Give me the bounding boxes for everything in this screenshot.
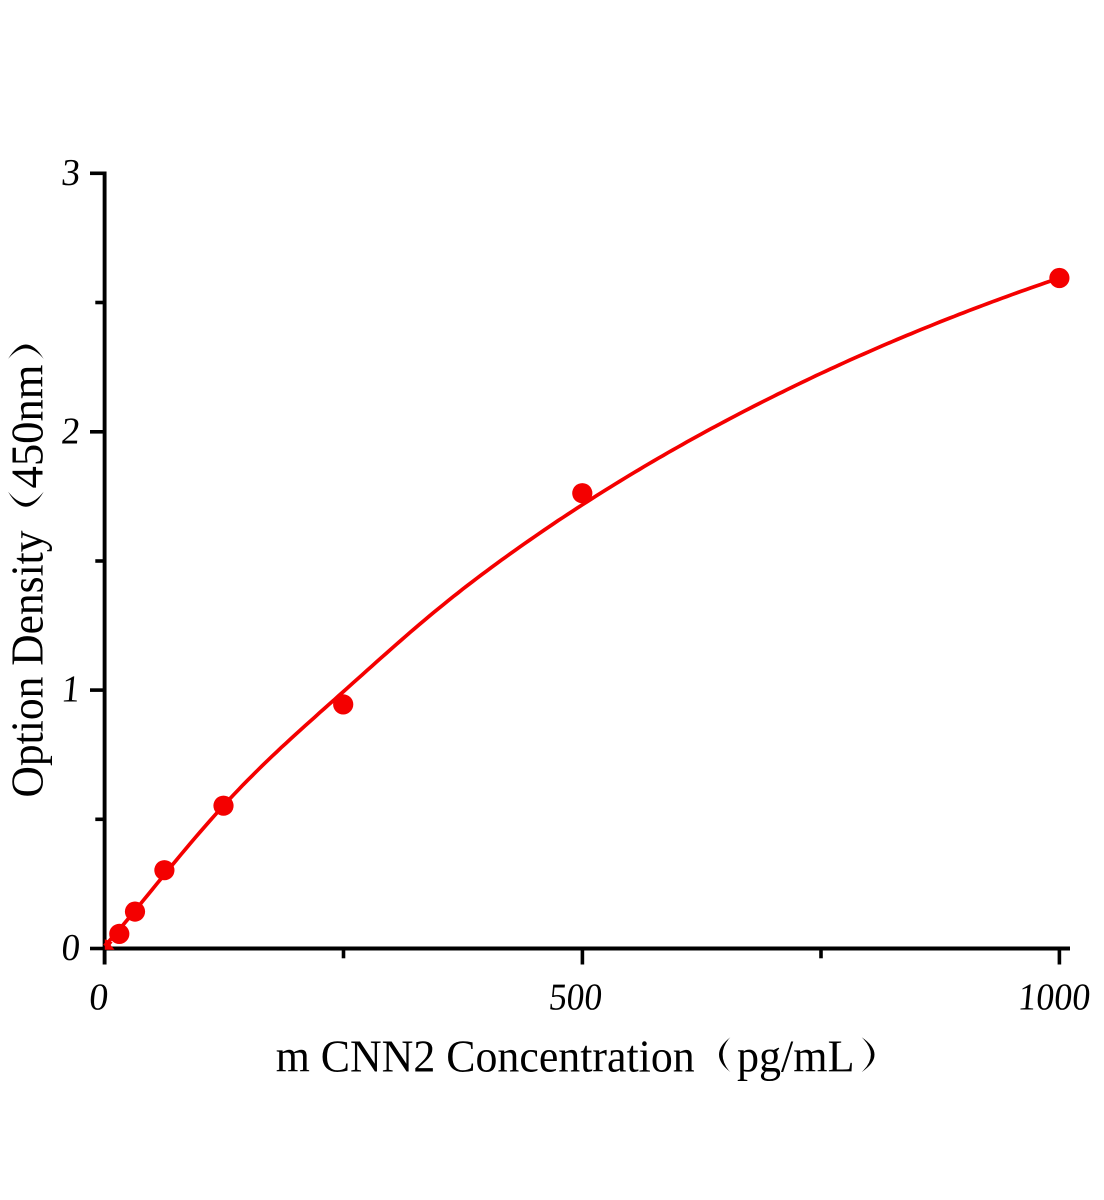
svg-text:2: 2 xyxy=(60,410,83,452)
svg-text:Option Density: Option Density xyxy=(2,531,53,798)
svg-text:pg/mL: pg/mL xyxy=(737,1031,855,1082)
svg-text:1000: 1000 xyxy=(1016,977,1092,1019)
svg-text:0: 0 xyxy=(87,977,110,1019)
svg-text:0: 0 xyxy=(60,927,83,969)
svg-text:m CNN2 Concentration: m CNN2 Concentration xyxy=(276,1031,695,1082)
svg-text:500: 500 xyxy=(547,977,604,1019)
svg-text:3: 3 xyxy=(60,152,83,194)
svg-text:1: 1 xyxy=(60,669,83,711)
svg-text:450nm: 450nm xyxy=(2,364,53,488)
